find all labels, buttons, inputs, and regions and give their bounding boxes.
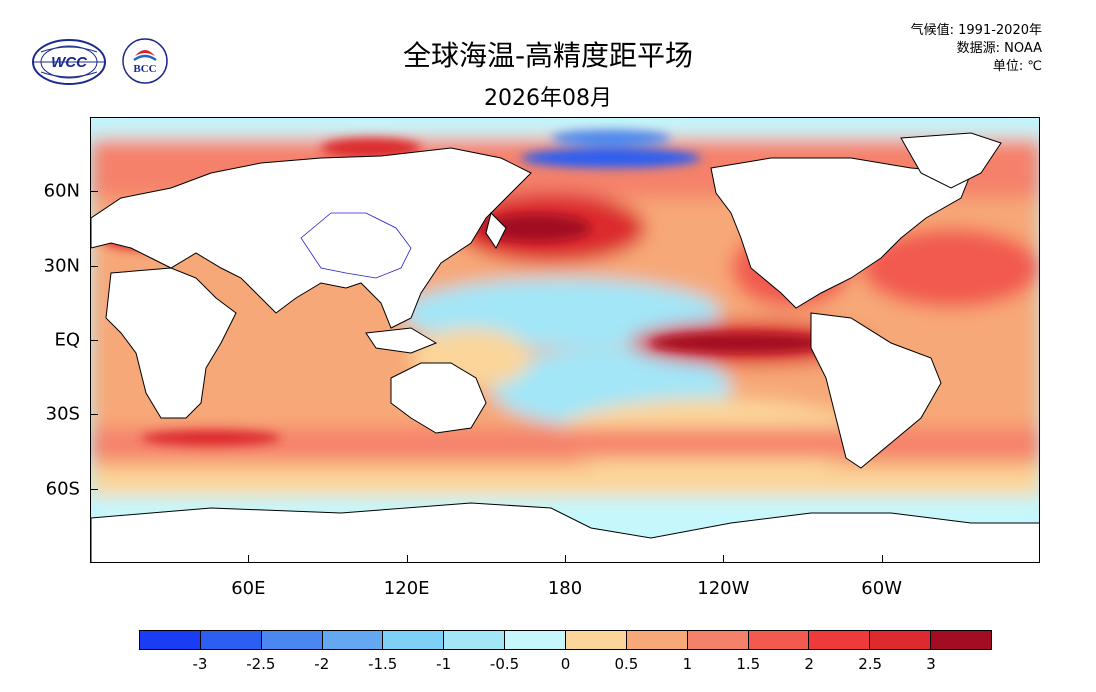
lat-label: 30S bbox=[45, 403, 80, 425]
colorbar-swatch bbox=[686, 631, 748, 649]
wcc-logo: WCC bbox=[30, 36, 108, 86]
colorbar-label: -2.5 bbox=[246, 655, 276, 673]
unit-text: 单位: ℃ bbox=[992, 59, 1042, 74]
lon-tick bbox=[565, 555, 566, 563]
lat-tick bbox=[90, 488, 98, 490]
colorbar-label: -0.5 bbox=[489, 655, 520, 673]
svg-text:BCC: BCC bbox=[133, 63, 156, 75]
colorbar-swatch bbox=[321, 631, 383, 649]
lon-tick bbox=[723, 555, 725, 563]
colorbar bbox=[139, 630, 992, 650]
map-subtitle: 2026年08月 bbox=[484, 86, 612, 111]
colorbar-label: 3 bbox=[926, 655, 936, 673]
lat-label: 60S bbox=[45, 478, 80, 500]
colorbar-label: 0 bbox=[560, 655, 571, 673]
colorbar-swatch bbox=[504, 631, 566, 649]
lon-tick bbox=[248, 555, 250, 563]
colorbar-label: -2 bbox=[314, 655, 330, 673]
source-text: 数据源: NOAA bbox=[956, 41, 1042, 56]
lon-tick bbox=[406, 555, 408, 563]
svg-text:WCC: WCC bbox=[51, 54, 88, 71]
lat-tick bbox=[90, 265, 98, 267]
colorbar-swatch bbox=[625, 631, 687, 649]
colorbar-swatch bbox=[808, 631, 870, 649]
lon-label: 60W bbox=[861, 578, 903, 599]
lat-label: EQ bbox=[54, 329, 80, 351]
map-canvas bbox=[91, 118, 1039, 562]
lon-label: 120E bbox=[383, 578, 430, 599]
colorbar-label: 2 bbox=[804, 655, 814, 673]
lon-label: 180 bbox=[547, 578, 583, 599]
map-title: 全球海温-高精度距平场 bbox=[402, 39, 694, 72]
colorbar-label: 1.5 bbox=[736, 655, 761, 673]
climatology-text: 气候值: 1991-2020年 bbox=[910, 23, 1042, 38]
lat-label: 60N bbox=[43, 180, 80, 202]
lat-tick bbox=[90, 340, 98, 341]
colorbar-label: -1 bbox=[436, 655, 452, 673]
colorbar-swatch bbox=[443, 631, 505, 649]
land-masses bbox=[91, 132, 1039, 562]
lon-label: 60E bbox=[231, 578, 266, 599]
colorbar-swatch bbox=[260, 631, 322, 649]
lon-label: 120W bbox=[697, 578, 750, 599]
colorbar-label: -1.5 bbox=[368, 655, 398, 673]
bcc-logo: BCC bbox=[120, 36, 170, 86]
colorbar-swatch bbox=[199, 631, 261, 649]
lat-label: 30N bbox=[43, 255, 80, 277]
colorbar-swatch bbox=[565, 631, 626, 649]
lat-tick bbox=[90, 414, 98, 416]
metadata-block: 气候值: 1991-2020年 数据源: NOAA 单位: ℃ bbox=[911, 22, 1042, 76]
colorbar-swatch bbox=[747, 631, 809, 649]
colorbar-label: 1 bbox=[682, 655, 693, 673]
colorbar-swatch bbox=[930, 631, 992, 649]
china-outline bbox=[300, 212, 412, 279]
sst-anomaly-map bbox=[90, 117, 1040, 563]
colorbar-swatch bbox=[140, 631, 200, 649]
colorbar-swatch bbox=[869, 631, 931, 649]
lat-tick bbox=[90, 191, 98, 193]
colorbar-label: -3 bbox=[192, 655, 208, 673]
colorbar-label: 2.5 bbox=[858, 655, 883, 673]
colorbar-swatch bbox=[382, 631, 444, 649]
lon-tick bbox=[881, 555, 883, 563]
colorbar-label: 0.5 bbox=[614, 655, 639, 673]
